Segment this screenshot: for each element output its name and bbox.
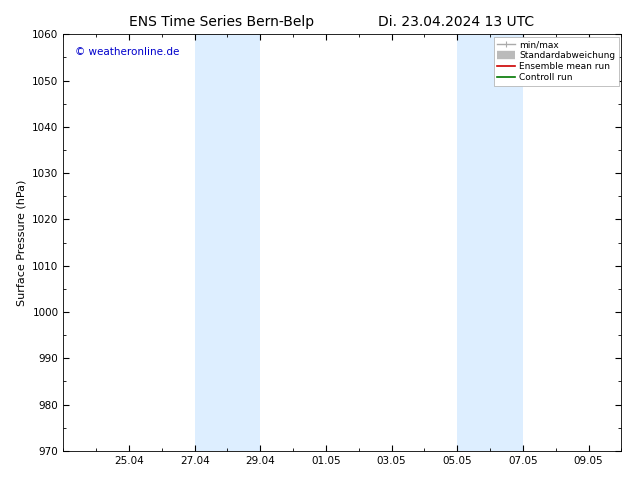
Y-axis label: Surface Pressure (hPa): Surface Pressure (hPa) [16, 179, 27, 306]
Text: © weatheronline.de: © weatheronline.de [75, 47, 179, 57]
Bar [457, 34, 523, 451]
Text: ENS Time Series Bern-Belp: ENS Time Series Bern-Belp [129, 15, 314, 29]
Legend: min/max, Standardabweichung, Ensemble mean run, Controll run: min/max, Standardabweichung, Ensemble me… [494, 37, 619, 86]
Text: Di. 23.04.2024 13 UTC: Di. 23.04.2024 13 UTC [378, 15, 534, 29]
Bar [195, 34, 261, 451]
